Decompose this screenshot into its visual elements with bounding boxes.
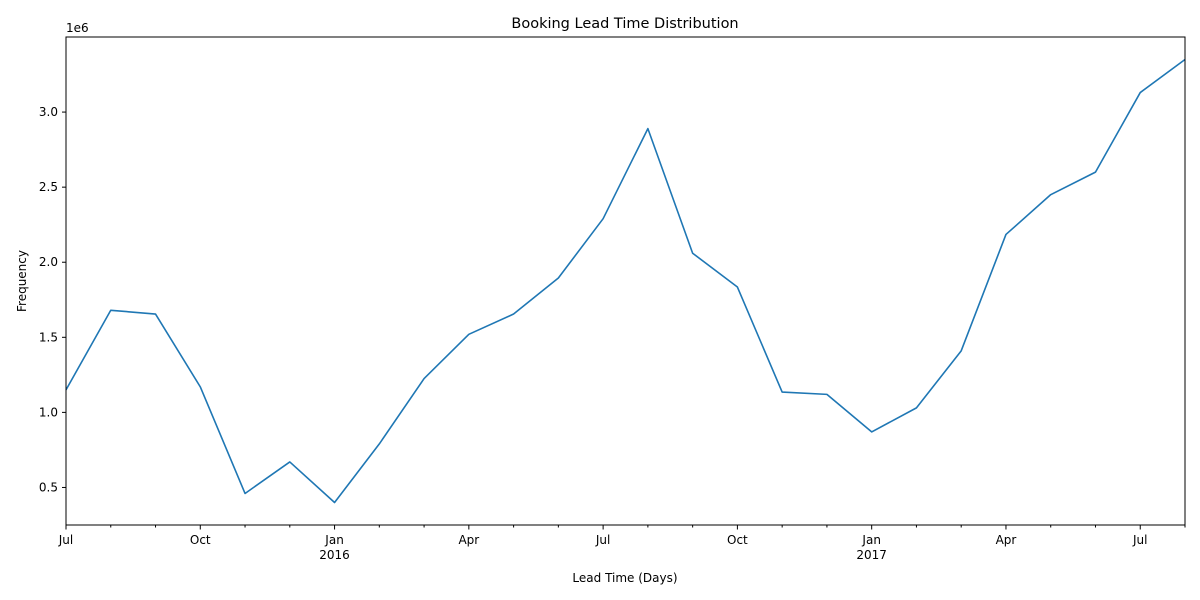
y-tick-label: 3.0: [39, 105, 58, 119]
y-tick-label: 0.5: [39, 480, 58, 494]
chart-title: Booking Lead Time Distribution: [511, 16, 738, 32]
x-tick-label: Jan: [861, 533, 881, 547]
x-tick-label: Jul: [58, 533, 73, 547]
x-tick-year-label: 2017: [856, 548, 887, 562]
y-axis-label: Frequency: [15, 250, 29, 312]
y-tick-label: 2.5: [39, 180, 58, 194]
x-tick-label: Oct: [727, 533, 748, 547]
x-tick-label: Apr: [996, 533, 1017, 547]
plot-frame: [65, 36, 1186, 526]
series-layer: [65, 58, 1186, 504]
x-axis-label: Lead Time (Days): [572, 571, 677, 585]
x-tick-label: Jul: [595, 533, 610, 547]
y-tick-label: 1.0: [39, 405, 58, 419]
x-tick-label: Jul: [1132, 533, 1147, 547]
y-tick-label: 2.0: [39, 255, 58, 269]
series-line: [65, 58, 1186, 504]
x-tick-label: Apr: [458, 533, 479, 547]
x-tick-label: Oct: [190, 533, 211, 547]
y-axis-offset-label: 1e6: [66, 21, 89, 35]
x-tick-year-label: 2016: [319, 548, 350, 562]
x-tick-label: Jan: [324, 533, 344, 547]
y-tick-label: 1.5: [39, 330, 58, 344]
y-axis: 0.5 1.0 1.5 2.0 2.5 3.0: [39, 105, 66, 494]
